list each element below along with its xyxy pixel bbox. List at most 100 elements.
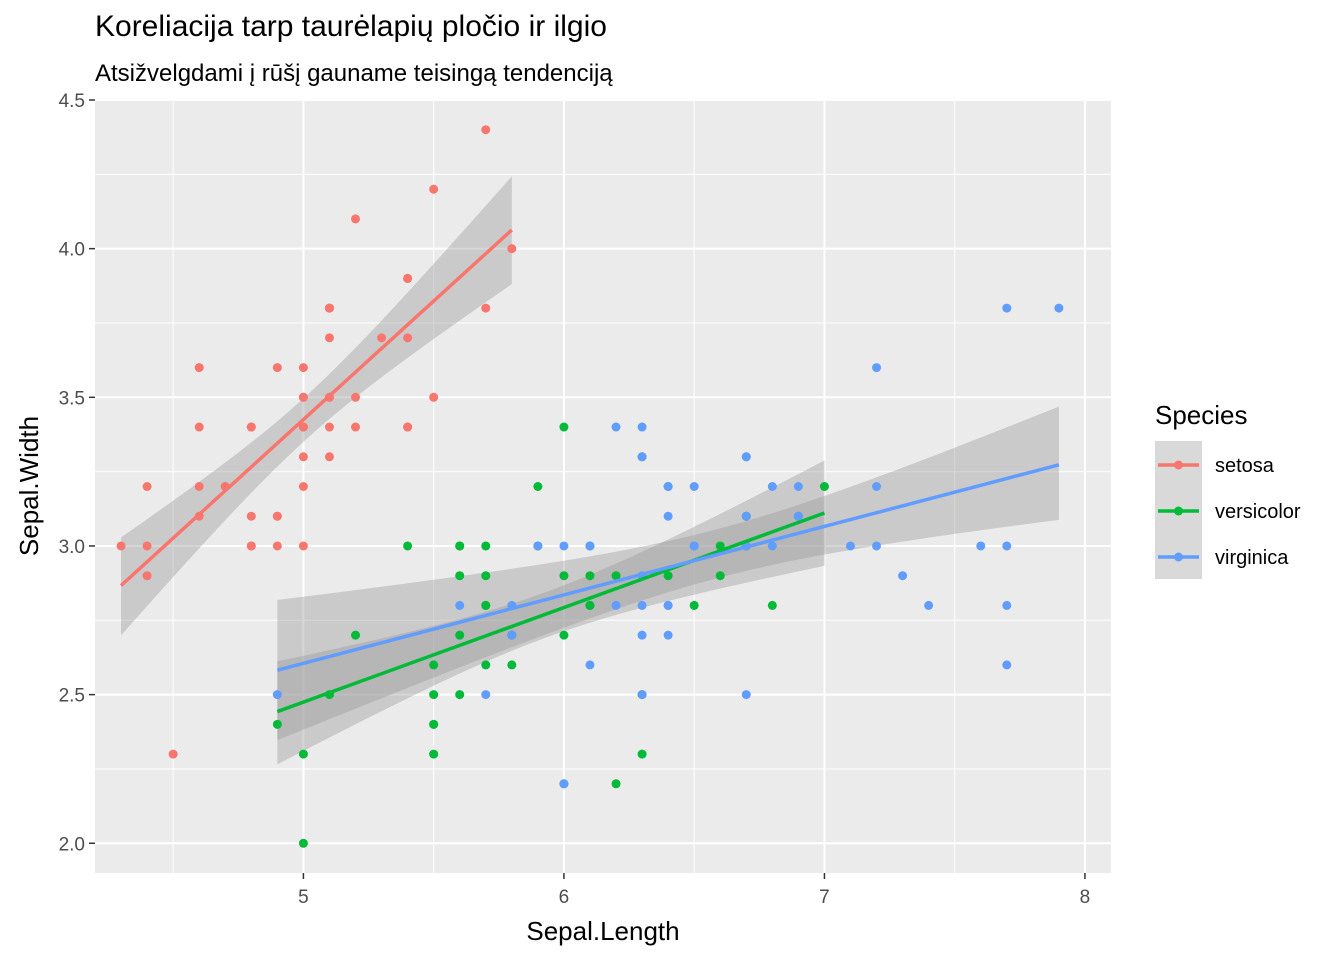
virginica-point xyxy=(559,779,569,789)
setosa-point xyxy=(168,749,178,759)
setosa-point xyxy=(142,482,152,491)
setosa-regression-line xyxy=(119,228,513,587)
virginica-point xyxy=(1002,600,1012,610)
setosa-point xyxy=(194,363,204,373)
y-tick-label: 2.0 xyxy=(59,834,85,855)
versicolor-point xyxy=(481,541,491,551)
virginica-point xyxy=(637,422,647,432)
versicolor-point xyxy=(429,660,439,670)
virginica-point xyxy=(872,363,882,373)
versicolor-point xyxy=(403,541,413,551)
setosa-point xyxy=(298,482,308,491)
versicolor-point xyxy=(611,571,621,581)
data-points xyxy=(116,125,1064,848)
virginica-point xyxy=(481,690,491,700)
virginica-point xyxy=(924,600,934,610)
virginica-point xyxy=(1054,303,1064,313)
regression-lines xyxy=(119,228,1060,714)
versicolor-regression-line xyxy=(276,511,826,714)
virginica-point xyxy=(507,630,517,640)
virginica-point xyxy=(976,541,986,551)
virginica-point xyxy=(272,690,282,700)
y-axis-title: Sepal.Width xyxy=(14,416,44,556)
virginica-point xyxy=(533,541,543,551)
setosa-point xyxy=(351,422,361,432)
setosa-point xyxy=(272,541,282,551)
versicolor-point xyxy=(507,660,517,670)
versicolor-legend-point xyxy=(1174,506,1183,516)
virginica-point xyxy=(767,482,777,491)
virginica-point xyxy=(741,452,751,462)
virginica-point xyxy=(637,452,647,462)
setosa-point xyxy=(194,482,204,491)
setosa-point xyxy=(507,244,517,254)
virginica-point xyxy=(689,541,699,551)
chart-subtitle: Atsižvelgdami į rūšį gauname teisingą te… xyxy=(95,60,613,87)
versicolor-point xyxy=(298,838,308,848)
versicolor-point xyxy=(272,719,282,729)
versicolor-point xyxy=(455,630,465,640)
setosa-point xyxy=(142,541,152,551)
x-tick-label: 5 xyxy=(298,887,309,908)
virginica-point xyxy=(585,541,595,551)
virginica-point xyxy=(585,660,595,670)
setosa-point xyxy=(272,511,282,521)
setosa-point xyxy=(481,303,491,313)
setosa-point xyxy=(324,303,334,313)
virginica-legend-label: virginica xyxy=(1215,547,1289,569)
x-tick-label: 7 xyxy=(819,887,830,908)
y-tick-label: 4.5 xyxy=(59,91,85,112)
versicolor-point xyxy=(559,422,569,432)
versicolor-point xyxy=(637,749,647,759)
versicolor-point xyxy=(481,660,491,670)
versicolor-point xyxy=(559,630,569,640)
virginica-point xyxy=(741,511,751,521)
virginica-point xyxy=(767,541,777,551)
setosa-point xyxy=(246,511,256,521)
virginica-point xyxy=(611,422,621,432)
x-tick-label: 6 xyxy=(559,887,570,908)
setosa-point xyxy=(272,363,282,373)
setosa-point xyxy=(351,392,361,402)
setosa-legend-point xyxy=(1174,460,1183,470)
versicolor-point xyxy=(429,690,439,700)
versicolor-point xyxy=(559,571,569,581)
versicolor-point xyxy=(455,571,465,581)
virginica-point xyxy=(663,600,673,610)
legend-title: Species xyxy=(1155,400,1248,430)
setosa-point xyxy=(403,333,413,343)
setosa-point xyxy=(116,541,126,551)
virginica-point xyxy=(611,600,621,610)
x-axis-title: Sepal.Length xyxy=(526,916,679,946)
setosa-point xyxy=(142,571,152,581)
setosa-point xyxy=(298,452,308,462)
virginica-point xyxy=(637,630,647,640)
virginica-point xyxy=(793,482,803,491)
setosa-point xyxy=(194,422,204,432)
major-grid xyxy=(95,99,1111,873)
versicolor-point xyxy=(767,600,777,610)
y-tick-label: 3.5 xyxy=(59,388,85,409)
virginica-point xyxy=(1002,660,1012,670)
versicolor-point xyxy=(585,571,595,581)
virginica-point xyxy=(637,690,647,700)
setosa-point xyxy=(429,184,439,194)
setosa-point xyxy=(403,273,413,283)
virginica-point xyxy=(559,541,569,551)
virginica-point xyxy=(455,600,465,610)
versicolor-point xyxy=(585,600,595,610)
virginica-point xyxy=(872,541,882,551)
setosa-point xyxy=(298,541,308,551)
virginica-point xyxy=(845,541,855,551)
setosa-legend-label: setosa xyxy=(1215,455,1275,477)
setosa-point xyxy=(429,392,439,402)
setosa-point xyxy=(298,363,308,373)
versicolor-point xyxy=(689,600,699,610)
y-tick-label: 3.0 xyxy=(59,537,85,558)
y-axis: 2.0 2.5 3.0 3.5 4.0 4.5 xyxy=(59,91,95,855)
y-tick-label: 4.0 xyxy=(59,240,85,261)
plot-panel xyxy=(95,100,1111,873)
versicolor-point xyxy=(481,571,491,581)
versicolor-point xyxy=(533,482,543,491)
